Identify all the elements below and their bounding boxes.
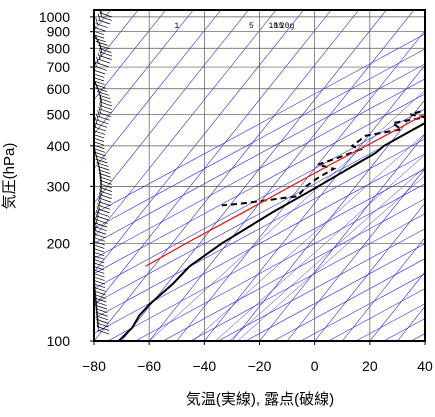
y-tick-label: 900 [47,24,71,40]
y-tick-label: 200 [47,235,71,251]
x-tick-label: −60 [137,358,161,374]
x-tick-label: 20 [362,358,378,374]
y-tick-label: 100 [47,333,71,349]
y-axis-title: 気圧(hPa) [1,143,18,210]
y-tick-label: 500 [47,106,71,122]
y-tick-label: 800 [47,40,71,56]
x-axis-title: 気温(実線), 露点(破線) [186,391,334,408]
x-tick-label: −20 [248,358,272,374]
y-tick-label: 1000 [39,9,70,25]
y-tick-label: 300 [47,178,71,194]
mixing-ratio-label: 5 [249,22,254,31]
x-tick-label: 0 [311,358,319,374]
x-tick-label: −40 [192,358,216,374]
mixing-ratio-label: 20g [280,22,295,31]
x-axis: −80 −60 −40 −20 0 20 40 [82,341,433,374]
mixing-ratio-label: 1 [174,22,179,31]
y-tick-label: 400 [47,138,71,154]
x-tick-label: −80 [82,358,106,374]
y-tick-label: 600 [47,81,71,97]
x-tick-label: 40 [417,358,433,374]
y-tick-label: 700 [47,59,71,75]
isotherm [425,10,435,341]
